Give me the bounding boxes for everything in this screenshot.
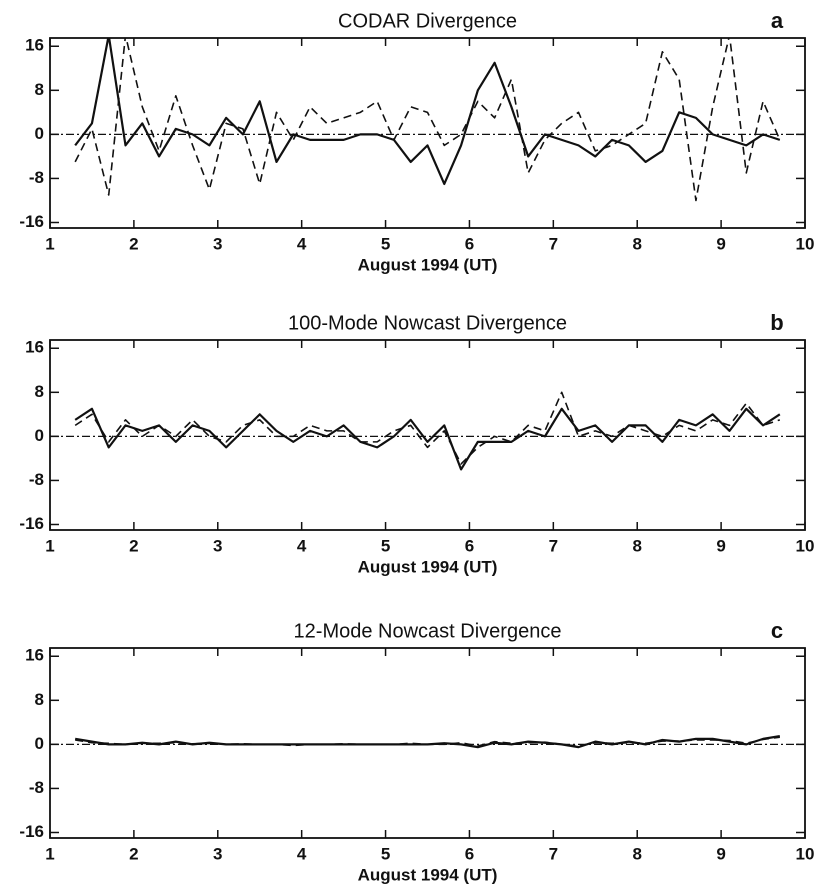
y-tick-label: 16 [25,338,44,357]
chart-title: 12-Mode Nowcast Divergence [294,620,562,642]
x-axis-label: August 1994 (UT) [358,255,498,274]
x-tick-label: 5 [381,536,390,555]
x-tick-label: 9 [716,844,725,863]
panel: 12-Mode Nowcast Divergence c August 1994 (… [19,618,814,885]
y-tick-label: -8 [29,778,44,797]
data-line [74,407,781,471]
x-tick-label: 1 [45,536,54,555]
panel-label: a [771,8,784,33]
data-line [75,736,780,747]
panel: 100-Mode Nowcast Divergence b August 1994 … [19,310,814,577]
plot-frame [49,339,806,531]
x-tick-label: 6 [465,234,474,253]
x-tick-label: 7 [549,844,558,863]
chart-title: CODAR Divergence [338,10,517,32]
x-axis-label: August 1994 (UT) [358,557,498,576]
plot-frame [49,37,806,229]
data-line [74,391,781,465]
x-tick-label: 10 [796,844,815,863]
x-tick-label: 6 [465,536,474,555]
y-tick-label: 8 [35,382,44,401]
x-tick-label: 4 [297,536,307,555]
chart-title: 100-Mode Nowcast Divergence [288,312,567,334]
x-tick-label: 10 [796,536,815,555]
panel-label: c [771,618,783,643]
x-tick-label: 1 [45,844,54,863]
x-tick-label: 5 [381,844,390,863]
x-tick-label: 2 [129,844,138,863]
y-tick-label: 16 [25,646,44,665]
x-tick-label: 7 [549,234,558,253]
x-tick-label: 2 [129,536,138,555]
y-tick-label: 16 [25,36,44,55]
x-tick-label: 4 [297,844,307,863]
data-line [74,38,781,202]
x-tick-label: 8 [632,844,641,863]
y-tick-label: 0 [35,124,44,143]
plot-area [74,391,781,471]
x-tick-label: 2 [129,234,138,253]
y-tick-label: -16 [19,822,44,841]
y-tick-label: -8 [29,168,44,187]
x-tick-label: 6 [465,844,474,863]
data-line [74,38,781,186]
y-tick-label: -16 [19,212,44,231]
y-tick-label: 0 [35,426,44,445]
panel-label: b [770,310,783,335]
y-tick-label: 0 [35,734,44,753]
plot-area [74,38,781,202]
x-tick-label: 3 [213,536,222,555]
x-tick-label: 9 [716,536,725,555]
y-tick-label: 8 [35,690,44,709]
x-tick-label: 10 [796,234,815,253]
x-tick-label: 3 [213,844,222,863]
x-axis-label: August 1994 (UT) [358,865,498,884]
x-tick-label: 4 [297,234,307,253]
x-tick-label: 8 [632,234,641,253]
x-tick-label: 7 [549,536,558,555]
x-tick-label: 3 [213,234,222,253]
x-tick-label: 9 [716,234,725,253]
y-tick-label: 8 [35,80,44,99]
plot-area [74,735,781,749]
y-tick-label: -8 [29,470,44,489]
y-tick-label: -16 [19,514,44,533]
x-tick-label: 5 [381,234,390,253]
x-tick-label: 8 [632,536,641,555]
x-tick-label: 1 [45,234,54,253]
plot-frame [49,647,806,839]
